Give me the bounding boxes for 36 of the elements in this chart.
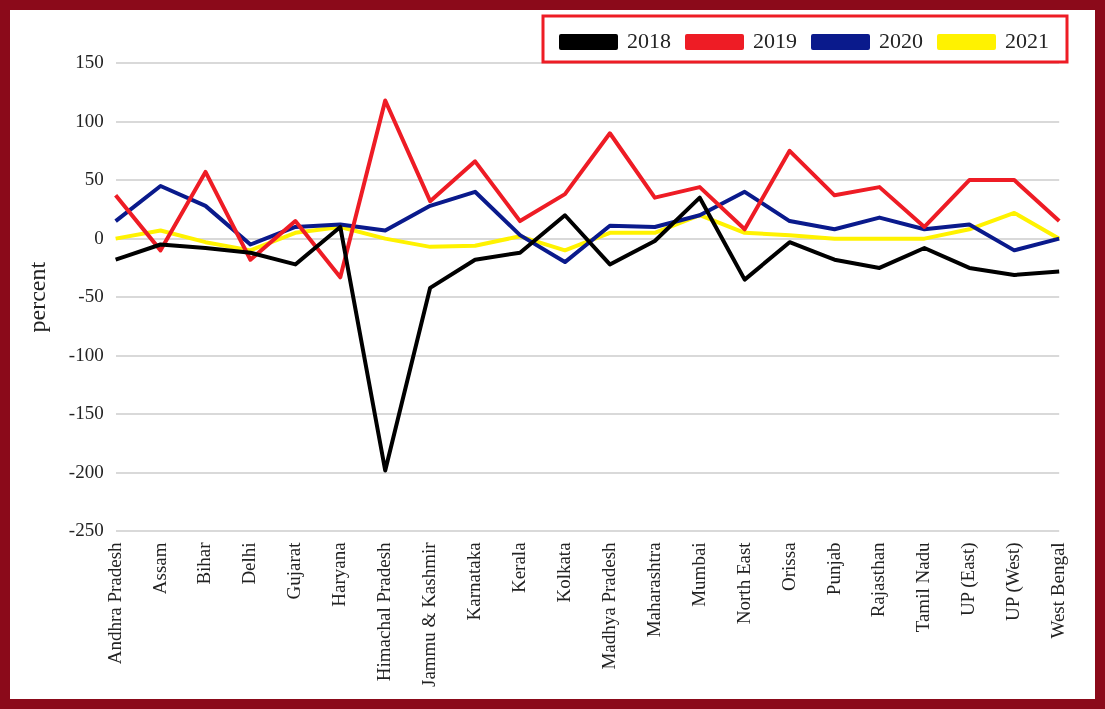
x-tick-label: Madhya Pradesh	[597, 541, 619, 670]
y-tick-label: -50	[78, 285, 104, 307]
x-tick-label: Kolkata	[552, 541, 574, 603]
x-tick-label: Himachal Pradesh	[373, 541, 395, 682]
y-tick-label: -150	[68, 402, 104, 424]
x-tick-label: Delhi	[238, 542, 260, 585]
x-tick-label: Tamil Nadu	[912, 541, 934, 633]
y-tick-label: 100	[75, 109, 104, 131]
x-tick-label: Karnataka	[463, 541, 485, 621]
x-tick-label: Andhra Pradesh	[103, 541, 125, 665]
legend-label: 2018	[627, 27, 671, 53]
x-tick-label: Mumbai	[687, 542, 709, 607]
legend-label: 2021	[1005, 27, 1049, 53]
x-tick-label: Maharashtra	[642, 541, 664, 638]
x-tick-label: West Bengal	[1047, 542, 1069, 639]
x-tick-label: Bihar	[193, 541, 215, 585]
x-tick-label: UP (West)	[1002, 542, 1025, 621]
legend-label: 2020	[879, 27, 923, 53]
y-tick-label: -200	[68, 460, 104, 482]
x-tick-label: Rajasthan	[867, 541, 889, 618]
x-tick-label: Gujarat	[283, 541, 305, 600]
x-tick-label: Punjab	[822, 542, 844, 596]
x-tick-label: Assam	[148, 542, 170, 595]
y-axis-title: percent	[23, 261, 50, 333]
y-tick-label: -100	[68, 343, 104, 365]
x-tick-label: North East	[732, 541, 754, 625]
x-tick-label: Jammu & Kashmir	[418, 541, 440, 688]
x-tick-label: Orissa	[777, 541, 799, 591]
y-tick-label: 50	[84, 168, 104, 190]
x-tick-label: Haryana	[328, 541, 350, 607]
y-tick-label: 0	[94, 226, 104, 248]
x-tick-label: UP (East)	[957, 542, 980, 617]
y-tick-label: 150	[75, 50, 104, 72]
y-tick-label: -250	[68, 519, 104, 541]
x-tick-label: Kerala	[508, 541, 529, 594]
legend-label: 2019	[753, 27, 797, 53]
